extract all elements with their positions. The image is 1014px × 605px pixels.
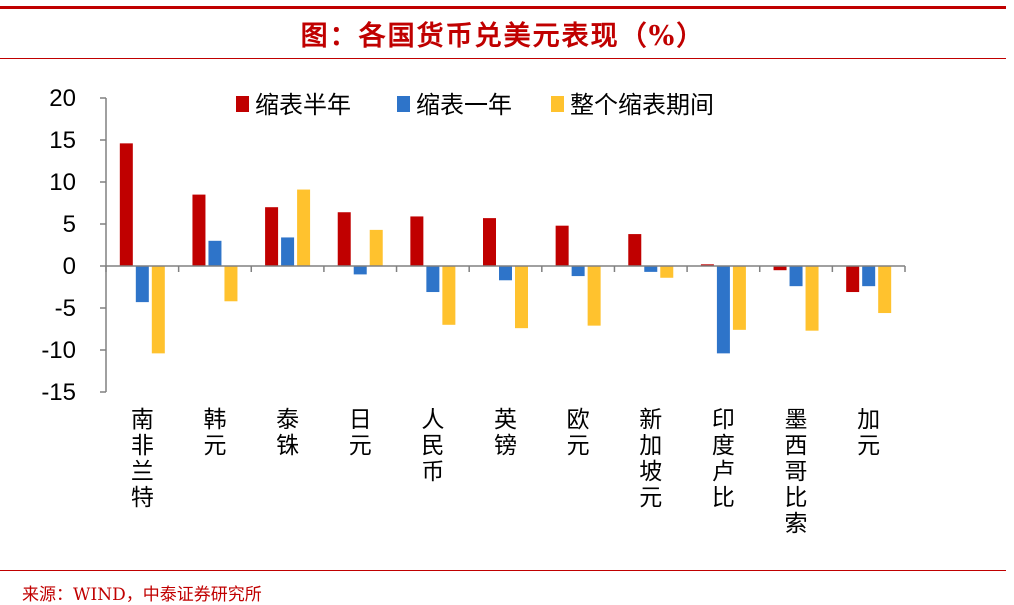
bar-s3-8 [732,266,746,330]
category-label: 日元 [349,407,372,459]
bar-s2-4 [426,266,440,293]
category-label: 人民币 [421,407,444,485]
bar-s3-7 [660,266,674,278]
bar-s1-3 [337,212,351,266]
bar-s2-0 [135,266,149,303]
y-tick-label: -5 [55,295,76,322]
legend-swatch-1 [236,96,249,112]
legend-label-2: 缩表一年 [416,91,512,119]
chart-title: 图：各国货币兑美元表现（%） [300,21,706,52]
bar-s3-1 [224,266,238,302]
bar-s3-2 [297,189,311,266]
category-label: 印度卢比 [712,407,735,511]
category-label: 欧元 [567,407,590,459]
bar-s1-2 [265,207,279,266]
category-label: 加元 [857,407,880,459]
top-rule [0,6,1006,9]
legend-swatch-2 [397,96,410,112]
y-tick-label: 15 [49,127,76,154]
title-rule [0,58,1006,59]
bar-s3-3 [369,229,383,266]
bar-s3-4 [442,266,456,325]
bar-s1-5 [483,218,496,266]
bar-s1-4 [410,216,424,266]
bar-s1-9 [773,266,787,271]
bottom-rule [0,570,1006,571]
x-axis [105,265,906,272]
bar-s2-10 [862,266,876,287]
legend-label-3: 整个缩表期间 [570,91,714,119]
y-tick-label: 20 [49,85,76,112]
bar-s2-9 [789,266,803,287]
category-label: 墨西哥比索 [785,407,808,537]
legend-swatch-3 [551,96,564,112]
y-tick-label: -10 [41,337,76,364]
bar-s1-1 [192,194,206,266]
y-axis: 20 15 10 5 0 -5 -10 -15 [41,85,107,406]
y-tick-label: 0 [63,253,76,280]
bar-s1-7 [628,234,642,266]
category-label: 南非兰特 [131,407,154,511]
source-note: 来源：WIND，中泰证券研究所 [22,585,262,605]
bar-s2-2 [281,237,295,266]
bar-s3-0 [151,266,165,354]
bar-s3-6 [587,266,601,326]
y-tick-label: 10 [49,169,76,196]
bar-s2-3 [353,266,367,275]
bar-s1-10 [846,266,860,293]
bar-s1-8 [700,264,714,266]
bar-s1-0 [119,143,133,266]
bar-chart: 缩表半年 缩表一年 整个缩表期间 20 15 10 5 0 -5 -10 -15 南非兰特 韩元泰铢… [41,85,906,537]
bar-s1-6 [555,225,569,266]
bar-s3-10 [878,266,892,314]
category-label: 新加坡元 [639,407,662,511]
category-label: 英镑 [494,407,517,459]
bar-s3-5 [515,266,528,329]
bar-s2-8 [716,266,730,354]
bar-s2-7 [644,266,658,272]
bar-s2-1 [208,240,222,266]
y-tick-label: 5 [63,211,76,238]
bars [119,143,892,354]
bar-s2-5 [499,266,512,281]
legend: 缩表半年 缩表一年 整个缩表期间 [236,91,714,119]
bar-s3-9 [805,266,819,331]
bar-s2-6 [571,266,585,277]
category-label: 泰铢 [276,407,299,459]
category-label: 韩元 [203,407,226,459]
legend-label-1: 缩表半年 [255,91,351,119]
y-tick-label: -15 [41,379,76,406]
